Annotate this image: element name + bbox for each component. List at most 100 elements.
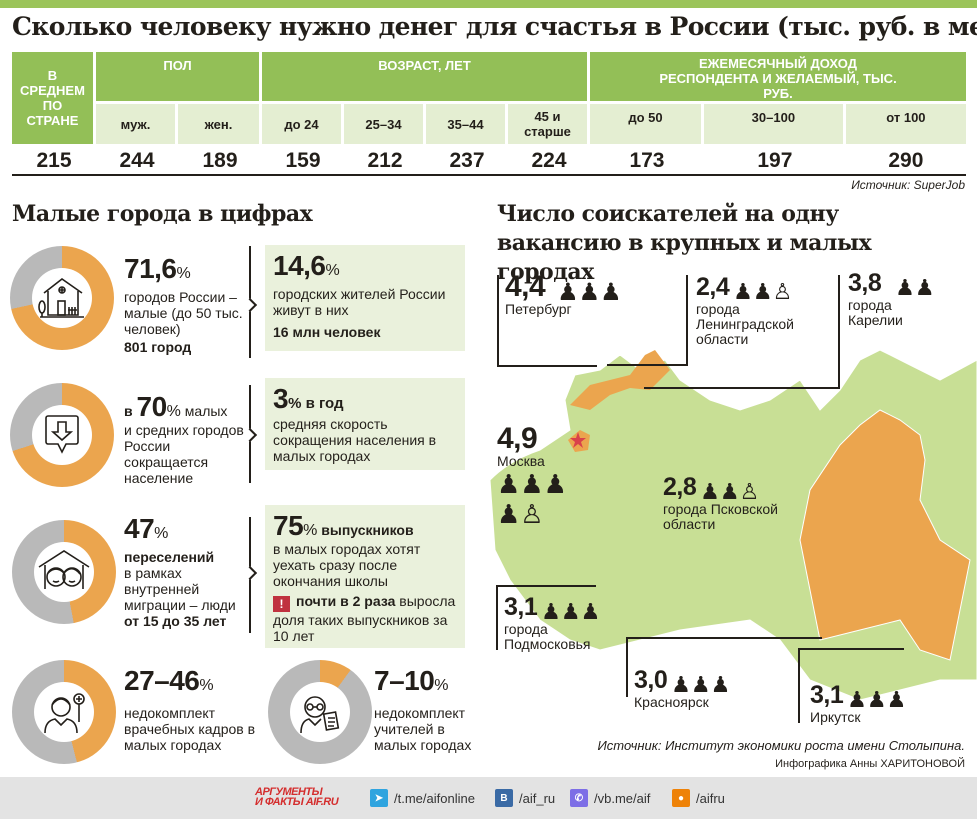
stat-unit: %	[199, 677, 214, 694]
vk-link[interactable]: B /aif_ru	[495, 789, 555, 807]
link-label: /t.me/aifonline	[394, 790, 475, 806]
callout-label: Москва	[497, 453, 545, 469]
viber-icon: ✆	[570, 789, 588, 807]
odnoklassniki-icon: ●	[672, 789, 690, 807]
stat-text: недокомплект учителей в малых городах	[374, 705, 472, 753]
group-header-income: ЕЖЕМЕСЯЧНЫЙ ДОХОД РЕСПОНДЕНТА И ЖЕЛАЕМЫЙ…	[590, 52, 966, 104]
sub-header: от 100	[845, 104, 966, 144]
alert-text: выросла доля таких выпускников за 10 лет	[273, 593, 456, 644]
stat-value: 47	[124, 513, 155, 544]
callout-irkutsk: 3,1 ♟♟♟ Иркутск	[810, 680, 960, 725]
callout-label: Петербург	[505, 301, 572, 317]
house-icon	[32, 268, 92, 328]
box-bold: выпускников	[321, 522, 414, 538]
stat-text: недокомплект врачебных кадров в малых го…	[124, 705, 256, 753]
donut-doctors	[12, 660, 116, 764]
person-icons: ♟♟♟	[671, 671, 731, 697]
aif-logo[interactable]: АРГУМЕНТЫ И ФАКТЫ AIF.RU	[255, 787, 339, 808]
telegram-icon: ➤	[370, 789, 388, 807]
callout-leningrad-oblast: 2,4 ♟♟♙ города Ленинградской области	[696, 272, 836, 347]
leader-line	[626, 637, 628, 697]
value-cell: 189	[178, 144, 262, 176]
person-icons: ♟♟♟ ♟♙	[497, 469, 567, 529]
sub-header: жен.	[178, 104, 262, 144]
sub-header: до 50	[590, 104, 704, 144]
page-title: Сколько человеку нужно денег для счастья…	[12, 12, 977, 41]
person-icons: ♟♟♟	[557, 278, 622, 306]
stat-value: 7–10	[374, 665, 435, 696]
callout-moscow-oblast: 3,1 ♟♟♟ города Подмосковья	[504, 592, 634, 652]
stat-text: и средних городов России сокращается нас…	[124, 422, 244, 486]
callout-label: города Подмосковья	[504, 621, 591, 652]
doctor-icon	[34, 682, 94, 742]
odnoklassniki-link[interactable]: ● /aifru	[672, 789, 725, 807]
stat-bold: от 15 до 35 лет	[124, 613, 227, 629]
family-house-icon	[34, 542, 94, 602]
stat-bold: 801 город	[124, 339, 192, 355]
stat-doctors: 27–46% недокомплект врачебных кадров в м…	[124, 666, 264, 754]
small-towns-heading: Малые города в цифрах	[12, 201, 313, 227]
value-cell: 224	[508, 144, 590, 176]
group-header-gender: ПОЛ	[96, 52, 262, 104]
leader-line	[497, 275, 499, 365]
leader-line	[798, 648, 904, 650]
link-label: /aifru	[696, 790, 725, 806]
donut-population-decline	[10, 383, 114, 487]
box-value: 75	[273, 510, 304, 541]
leader-line	[607, 364, 688, 366]
value-cell: 237	[426, 144, 508, 176]
leader-line	[644, 387, 840, 389]
value-cell: 212	[344, 144, 426, 176]
value-cell: 244	[96, 144, 178, 176]
person-icons: ♟♟	[895, 274, 935, 300]
callout-label: города Ленинградской области	[696, 301, 794, 347]
stat-text: в рамках внутренней миграции – люди	[124, 565, 236, 613]
box-unit: %	[325, 262, 340, 279]
callout-value: 4,9	[497, 422, 538, 455]
box-text: в малых городах хотят уехать сразу после…	[273, 541, 421, 589]
callout-value: 2,8	[663, 473, 697, 501]
sub-header: до 24	[262, 104, 344, 144]
leader-line	[626, 637, 822, 639]
map-source: Источник: Институт экономики роста имени…	[597, 738, 965, 753]
callout-value: 4,4	[505, 270, 546, 303]
alert-icon: !	[273, 596, 290, 612]
box-text: городских жителей России живут в них	[273, 286, 446, 318]
average-header: В СРЕДНЕМ ПО СТРАНЕ	[12, 52, 96, 144]
link-label: /aif_ru	[519, 790, 556, 806]
box-text: средняя скорость сокращения населения в …	[273, 416, 437, 464]
viber-link[interactable]: ✆ /vb.me/aif	[570, 789, 650, 807]
donut-small-towns	[10, 246, 114, 350]
callout-krasnoyarsk: 3,0 ♟♟♟ Красноярск	[634, 665, 774, 710]
leader-line	[686, 275, 688, 365]
box-graduates: 75% выпускников в малых городах хотят уе…	[265, 505, 465, 648]
box-urban-share: 14,6% городских жителей России живут в н…	[265, 245, 465, 351]
group-header-age: ВОЗРАСТ, ЛЕТ	[262, 52, 590, 104]
person-icons: ♟♟♙	[733, 278, 793, 304]
stat-value: 70	[136, 391, 168, 422]
down-arrow-icon	[32, 405, 92, 465]
stat-small-towns: 71,6% городов России – малые (до 50 тыс.…	[124, 253, 259, 356]
leader-line	[798, 648, 800, 723]
donut-migration	[12, 520, 116, 624]
box-unit: % в год	[288, 395, 344, 412]
stat-teachers: 7–10% недокомплект учителей в малых горо…	[374, 665, 474, 754]
sub-header: 30–100	[703, 104, 846, 144]
callout-value: 3,1	[504, 593, 538, 621]
value-cell: 197	[703, 144, 846, 176]
telegram-link[interactable]: ➤ /t.me/aifonline	[370, 789, 475, 807]
box-value: 14,6	[273, 250, 326, 281]
logo-line: И ФАКТЫ AIF.RU	[255, 796, 339, 808]
footer	[0, 777, 977, 819]
stat-unit: %	[166, 403, 181, 420]
box-bold: 16 млн человек	[273, 324, 381, 340]
sub-header: 35–44	[426, 104, 508, 144]
table-source: Источник: SuperJob	[851, 178, 965, 192]
callout-label: Красноярск	[634, 694, 709, 710]
leader-line	[496, 585, 596, 587]
stat-unit: %	[176, 265, 191, 282]
leader-line	[497, 365, 597, 367]
donut-teachers	[268, 660, 372, 764]
stat-value: 71,6	[124, 253, 177, 284]
infographic-credit: Инфографика Анны ХАРИТОНОВОЙ	[775, 758, 965, 770]
